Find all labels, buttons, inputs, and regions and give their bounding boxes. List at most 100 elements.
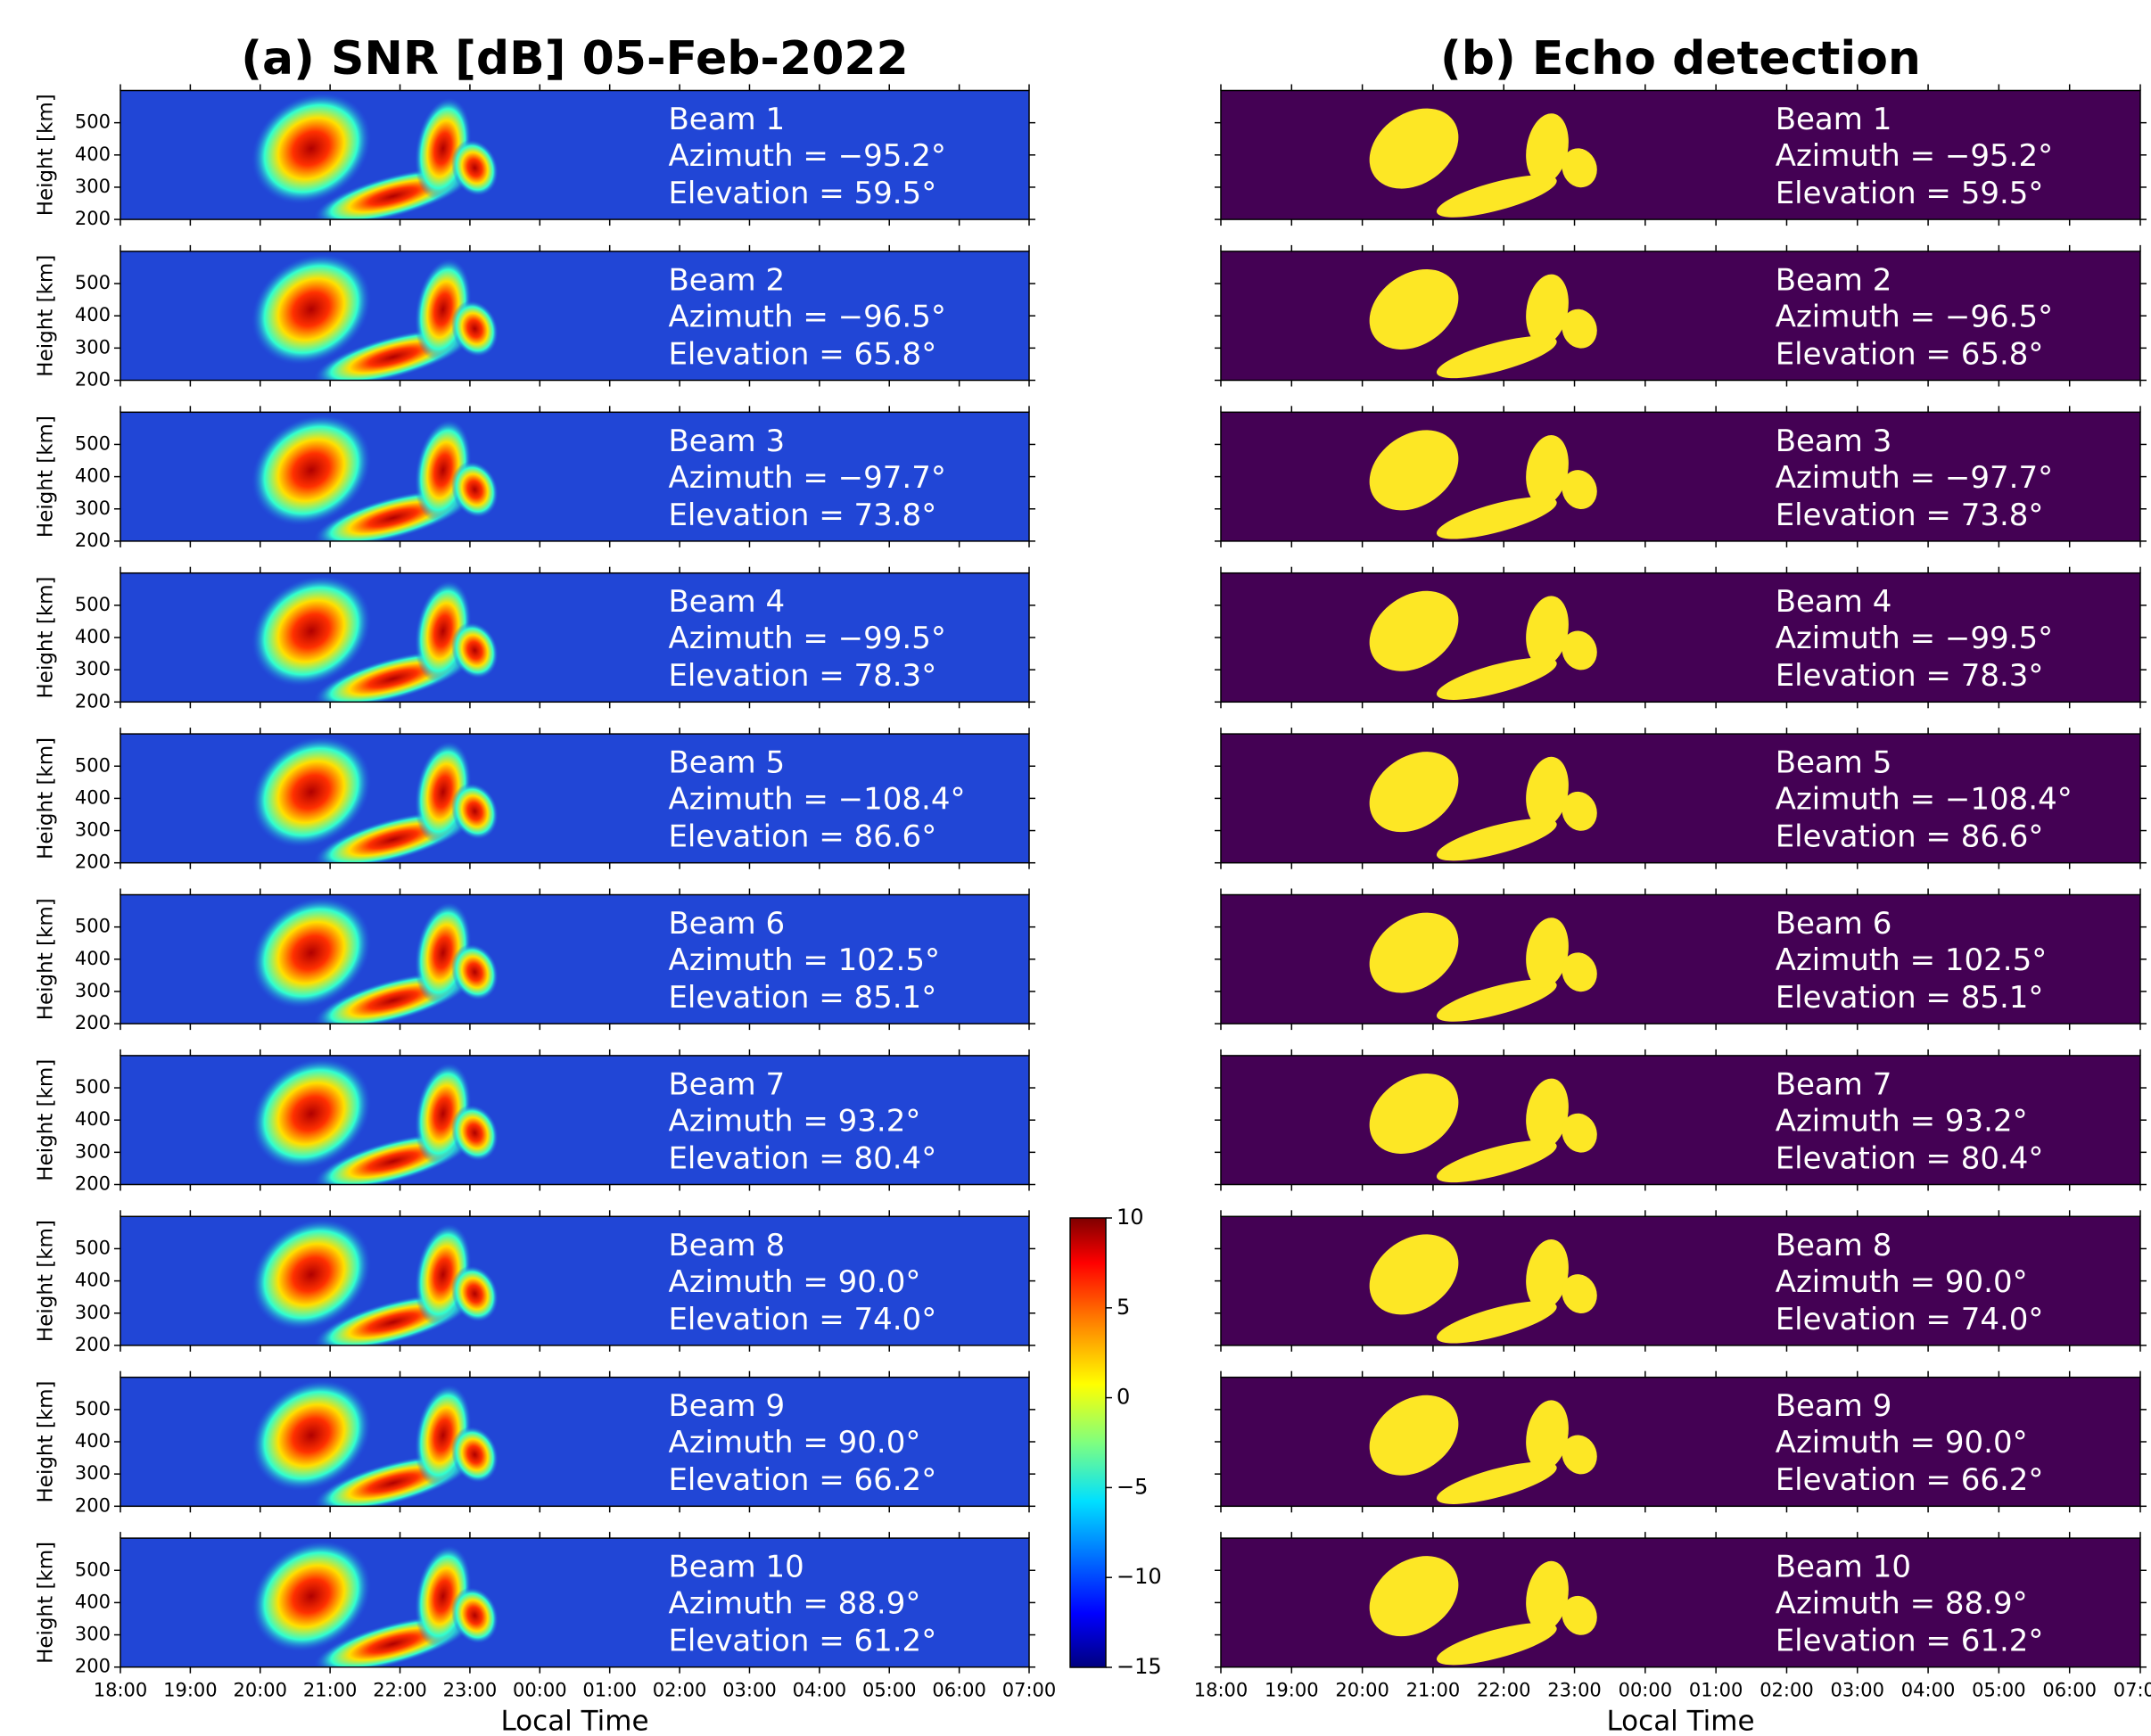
x-tick-label: 20:00	[234, 1680, 288, 1701]
beam-azimuth: Azimuth = 88.9°	[1776, 1586, 2028, 1622]
y-tick-label: 500	[75, 1559, 111, 1580]
y-axis-label: Height [km]	[35, 1380, 58, 1502]
beam-azimuth: Azimuth = 90.0°	[1776, 1425, 2028, 1460]
beam-name: Beam 9	[1776, 1388, 1892, 1424]
beam-name: Beam 1	[1776, 102, 1892, 137]
beam-elevation: Elevation = 74.0°	[668, 1302, 936, 1337]
beam-azimuth: Azimuth = 90.0°	[668, 1425, 920, 1460]
beam-elevation: Elevation = 86.6°	[1776, 819, 2044, 855]
beam-azimuth: Azimuth = −108.4°	[1776, 782, 2073, 818]
beam-elevation: Elevation = 85.1°	[668, 980, 936, 1016]
y-tick-label: 200	[75, 852, 111, 873]
beam-elevation: Elevation = 80.4°	[1776, 1140, 2044, 1176]
beam-name: Beam 5	[1776, 745, 1892, 781]
x-tick-label: 22:00	[1477, 1680, 1531, 1701]
beam-elevation: Elevation = 59.5°	[668, 176, 936, 211]
y-tick-label: 200	[75, 369, 111, 391]
beam-elevation: Elevation = 80.4°	[668, 1140, 936, 1176]
y-axis-label: Height [km]	[35, 1220, 58, 1342]
colorbar-tick-label: 10	[1117, 1205, 1144, 1230]
y-tick-label: 200	[75, 1334, 111, 1355]
y-tick-label: 400	[75, 786, 111, 808]
y-tick-label: 500	[75, 754, 111, 776]
y-axis-label: Height [km]	[35, 1059, 58, 1181]
y-tick-label: 400	[75, 1430, 111, 1452]
y-tick-label: 400	[75, 948, 111, 969]
beam-name: Beam 6	[668, 906, 785, 942]
beam-azimuth: Azimuth = 102.5°	[1776, 942, 2048, 978]
x-tick-label: 02:00	[1760, 1680, 1814, 1701]
beam-azimuth: Azimuth = 93.2°	[668, 1103, 920, 1139]
x-tick-label: 05:00	[1972, 1680, 2026, 1701]
beam-name: Beam 7	[668, 1066, 785, 1102]
beam-elevation: Elevation = 59.5°	[1776, 176, 2044, 211]
x-tick-label: 22:00	[373, 1680, 427, 1701]
y-axis-label: Height [km]	[35, 737, 58, 860]
colorbar-tick-label: −5	[1117, 1474, 1148, 1499]
x-tick-label: 06:00	[2042, 1680, 2097, 1701]
x-tick-label: 20:00	[1335, 1680, 1389, 1701]
x-tick-label: 04:00	[793, 1680, 847, 1701]
beam-azimuth: Azimuth = −108.4°	[668, 782, 965, 818]
y-tick-label: 300	[75, 819, 111, 841]
y-tick-label: 500	[75, 432, 111, 454]
beam-azimuth: Azimuth = 102.5°	[668, 942, 940, 978]
y-tick-label: 300	[75, 980, 111, 1001]
x-tick-label: 18:00	[1194, 1680, 1249, 1701]
y-tick-label: 200	[75, 1173, 111, 1195]
beam-azimuth: Azimuth = −95.2°	[668, 138, 945, 174]
y-tick-label: 400	[75, 626, 111, 647]
beam-name: Beam 2	[1776, 262, 1892, 298]
beam-elevation: Elevation = 73.8°	[1776, 498, 2044, 533]
beam-elevation: Elevation = 78.3°	[1776, 658, 2044, 694]
y-tick-label: 200	[75, 530, 111, 551]
x-tick-label: 23:00	[443, 1680, 498, 1701]
x-axis-label: Local Time	[500, 1706, 648, 1736]
colorbar-tick-label: 0	[1117, 1385, 1130, 1410]
y-tick-label: 200	[75, 690, 111, 712]
beam-elevation: Elevation = 74.0°	[1776, 1302, 2044, 1337]
y-tick-label: 300	[75, 1624, 111, 1645]
colorbar-tick-label: 5	[1117, 1295, 1130, 1320]
beam-name: Beam 6	[1776, 906, 1892, 942]
beam-name: Beam 5	[668, 745, 785, 781]
beam-name: Beam 9	[668, 1388, 785, 1424]
beam-name: Beam 8	[1776, 1228, 1892, 1263]
x-axis-label: Local Time	[1606, 1706, 1754, 1736]
y-tick-label: 500	[75, 594, 111, 615]
beam-azimuth: Azimuth = −96.5°	[668, 299, 945, 334]
beam-elevation: Elevation = 61.2°	[1776, 1624, 2044, 1659]
beam-name: Beam 4	[1776, 584, 1892, 620]
beam-name: Beam 3	[668, 424, 785, 459]
x-tick-label: 04:00	[1901, 1680, 1956, 1701]
x-tick-label: 05:00	[862, 1680, 917, 1701]
beam-elevation: Elevation = 65.8°	[1776, 336, 2044, 372]
beam-azimuth: Azimuth = 93.2°	[1776, 1103, 2028, 1139]
beam-elevation: Elevation = 61.2°	[668, 1624, 936, 1659]
beam-name: Beam 4	[668, 584, 785, 620]
y-axis-label: Height [km]	[35, 576, 58, 698]
x-tick-label: 07:00	[2114, 1680, 2151, 1701]
x-tick-label: 00:00	[1619, 1680, 1673, 1701]
x-tick-label: 19:00	[163, 1680, 218, 1701]
y-tick-label: 300	[75, 658, 111, 679]
y-tick-label: 400	[75, 1270, 111, 1291]
y-tick-label: 500	[75, 916, 111, 937]
x-tick-label: 19:00	[1265, 1680, 1319, 1701]
y-tick-label: 300	[75, 176, 111, 197]
x-tick-label: 01:00	[582, 1680, 637, 1701]
y-tick-label: 300	[75, 336, 111, 358]
beam-azimuth: Azimuth = −99.5°	[1776, 621, 2053, 656]
x-tick-label: 03:00	[1831, 1680, 1885, 1701]
y-tick-label: 500	[75, 1237, 111, 1258]
x-tick-label: 02:00	[653, 1680, 707, 1701]
x-tick-label: 01:00	[1689, 1680, 1743, 1701]
beam-name: Beam 2	[668, 262, 785, 298]
y-tick-label: 400	[75, 1591, 111, 1612]
beam-elevation: Elevation = 86.6°	[668, 819, 936, 855]
x-tick-label: 23:00	[1547, 1680, 1602, 1701]
beam-azimuth: Azimuth = 88.9°	[668, 1586, 920, 1622]
beam-name: Beam 3	[1776, 424, 1892, 459]
beam-azimuth: Azimuth = 90.0°	[668, 1264, 920, 1300]
y-axis-label: Height [km]	[35, 1542, 58, 1664]
